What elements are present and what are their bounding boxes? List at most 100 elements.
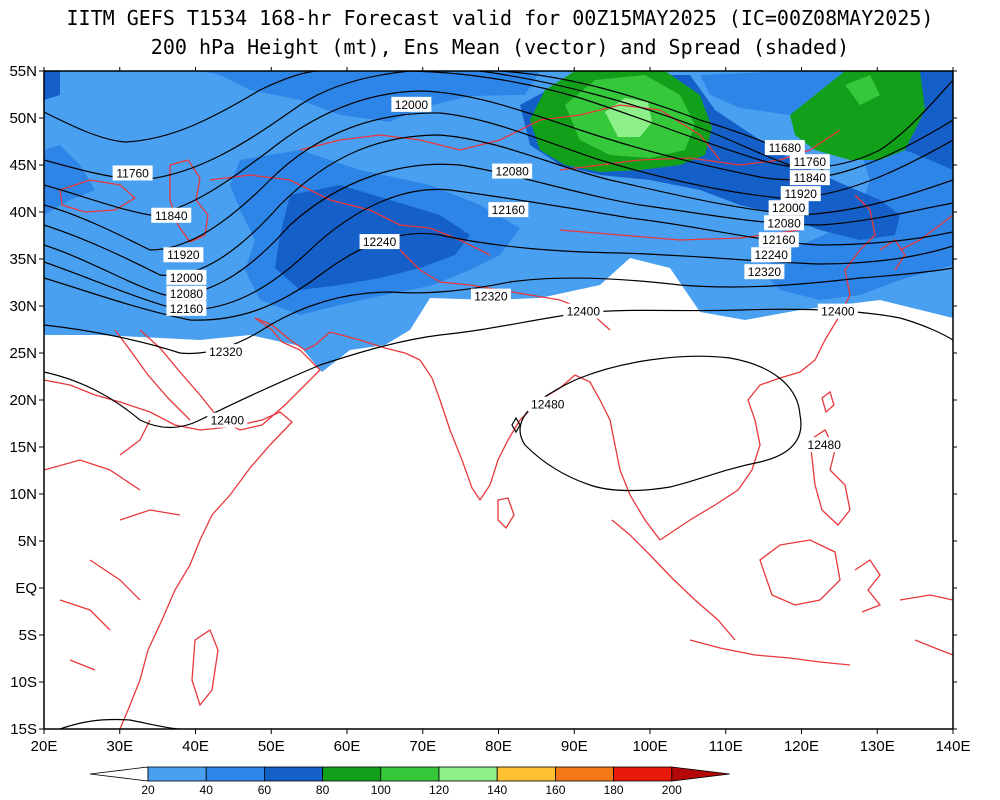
contour-label-bg (527, 396, 568, 412)
contour-label-bg (166, 269, 207, 285)
contour-label: 12320 (209, 345, 243, 359)
black-sea (59, 179, 137, 213)
contour-label-bg (359, 234, 400, 250)
sulawesi (854, 559, 882, 613)
contour-label-bg (764, 215, 805, 231)
colorbar-label: 120 (429, 783, 449, 797)
madagascar (191, 629, 219, 707)
contour-label: 12080 (170, 287, 204, 301)
contour-11920 (44, 112, 953, 251)
contour-label: 12240 (363, 235, 397, 249)
contour-label: 12160 (492, 203, 526, 217)
bay-bengal-east (574, 374, 661, 541)
contour-label: 12480 (808, 438, 842, 452)
colorbar-label: 200 (662, 783, 682, 797)
lon-tick-label: 60E (334, 738, 361, 755)
lat-tick-label: 30N (9, 298, 37, 315)
contour-12240 (44, 232, 953, 321)
spread-shading (44, 71, 953, 729)
contour-label: 11680 (769, 141, 802, 155)
africa-east-coast (44, 379, 293, 729)
title-line-1: IITM GEFS T1534 168-hr Forecast valid fo… (66, 6, 934, 30)
lat-tick-label: 35N (9, 251, 37, 268)
contour-label-bg (488, 202, 529, 218)
lat-tick-label: 55N (9, 63, 37, 80)
lon-tick-label: 80E (485, 738, 512, 755)
colorbar-swatch (147, 766, 207, 782)
lat-tick-label: 25N (9, 345, 37, 362)
colorbar-swatch (263, 766, 323, 782)
contour-label-bg (166, 300, 207, 316)
colorbar-label: 60 (258, 783, 272, 797)
colorbar-swatch (555, 766, 615, 782)
new-guinea (899, 594, 953, 656)
contour-label: 11760 (116, 166, 149, 180)
lat-tick-label: 45N (9, 157, 37, 174)
contour-11680a (44, 71, 321, 143)
indochina-coast (659, 339, 826, 541)
contour-12400-south (59, 718, 181, 729)
colorbar-swatch (322, 766, 382, 782)
contour-label: 11840 (155, 209, 188, 223)
colorbar-low-arrow (89, 766, 149, 782)
contour-label-bg (751, 247, 792, 263)
arabia-coast (139, 317, 321, 431)
contour-label-bg (780, 186, 821, 202)
korea-japan (879, 214, 953, 271)
contour-label-bg (166, 285, 207, 301)
contour-label: 12480 (531, 398, 565, 412)
iran-pakistan-coast (329, 331, 421, 361)
colorbar-label: 180 (604, 783, 624, 797)
lon-tick-label: 110E (709, 738, 743, 755)
contour-12320a (44, 267, 953, 355)
spread-band-100-120 (565, 75, 880, 158)
contour-label-bg (789, 170, 830, 186)
contour-label-bg (492, 163, 533, 179)
contour-12480 (519, 355, 802, 492)
lat-tick-label: EQ (15, 580, 37, 597)
borneo (759, 539, 841, 606)
contour-label: 12400 (211, 414, 245, 428)
lat-tick-label: 5N (18, 533, 37, 550)
contour-11680b (479, 71, 791, 166)
contour-label-bg (151, 207, 192, 223)
central-asia-borders (209, 104, 721, 256)
colorbar-swatch (496, 766, 556, 782)
lon-tick-label: 130E (860, 738, 895, 755)
colorbar-label: 100 (371, 783, 391, 797)
contour-label: 12160 (170, 302, 204, 316)
contour-label-bg (744, 264, 785, 280)
lat-tick-label: 5S (19, 627, 37, 644)
sri-lanka (497, 497, 515, 530)
spread-band-60-80 (44, 71, 953, 290)
contour-label: 11920 (785, 187, 818, 201)
colorbar-high-arrow (671, 766, 730, 782)
lat-tick-label: 20N (9, 392, 37, 409)
colorbar: 20 40 60 80 100 120 140 160 180 200 (89, 766, 730, 797)
contour-label: 11840 (794, 171, 827, 185)
lon-tick-label: 70E (409, 738, 436, 755)
contour-label: 12240 (755, 248, 789, 262)
lon-tick-label: 90E (561, 738, 588, 755)
africa-inland-borders (44, 419, 181, 671)
lat-tick-label: 15N (9, 439, 37, 456)
contour-label: 12080 (495, 165, 529, 179)
contour-label-bg (112, 165, 153, 181)
india-west-coast (419, 359, 481, 501)
contour-label-bg (768, 200, 809, 216)
lat-tick-label: 10N (9, 486, 37, 503)
sumatra (611, 519, 736, 641)
red-sea-west (114, 329, 191, 421)
colorbar-swatch (613, 766, 673, 782)
colorbar-swatch (205, 766, 265, 782)
contour-label: 12400 (567, 305, 601, 319)
lon-tick-label: 40E (182, 738, 209, 755)
lat-tick-label: 40N (9, 204, 37, 221)
colorbar-label: 40 (200, 783, 214, 797)
contour-label: 12400 (821, 305, 855, 319)
lon-tick-label: 100E (632, 738, 667, 755)
contour-label-bg (804, 437, 845, 453)
lon-tick-label: 30E (106, 738, 133, 755)
contour-label: 11760 (794, 155, 827, 169)
